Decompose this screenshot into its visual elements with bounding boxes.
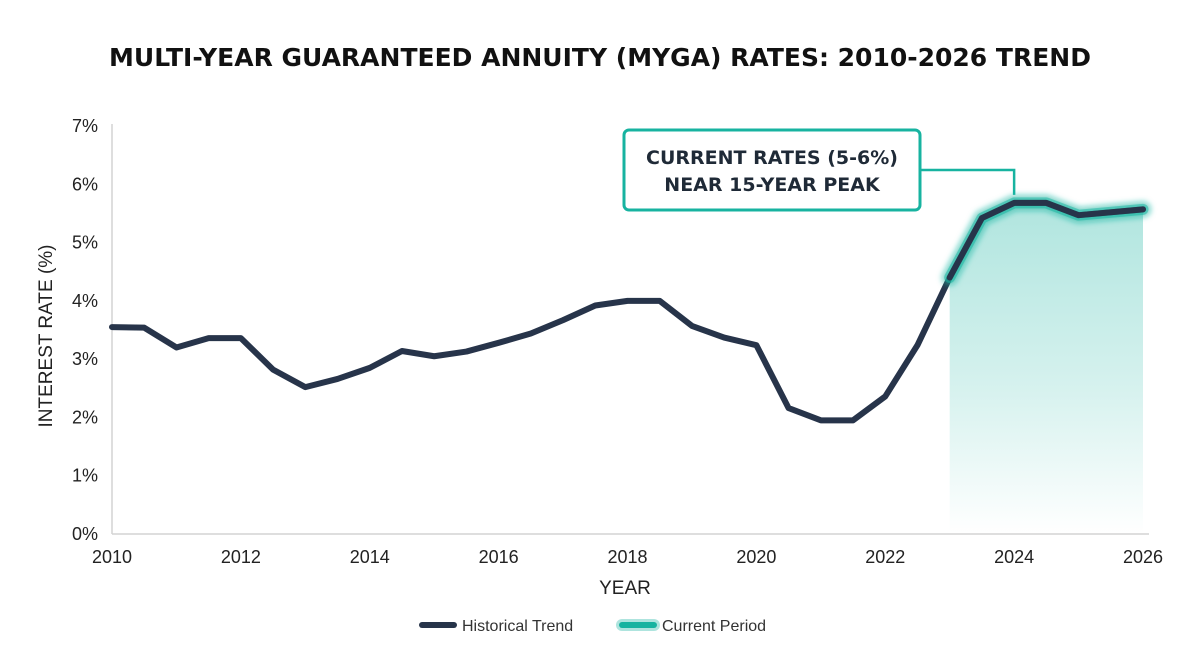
y-tick-label: 1%	[72, 466, 98, 486]
annotation-box	[622, 128, 922, 212]
y-axis-ticks: 0% 1% 2% 3% 4% 5% 6% 7%	[72, 116, 98, 544]
y-tick-label: 6%	[72, 174, 98, 194]
legend-item-current: Current Period	[616, 618, 766, 635]
legend: Historical Trend Current Period	[419, 618, 766, 635]
historical-trend-line	[109, 199, 1146, 424]
y-tick-label: 4%	[72, 291, 98, 311]
x-tick-label: 2022	[865, 547, 905, 567]
legend-label-historical: Historical Trend	[462, 618, 573, 635]
x-tick-label: 2020	[736, 547, 776, 567]
y-tick-label: 0%	[72, 524, 98, 544]
x-tick-label: 2016	[479, 547, 519, 567]
x-tick-label: 2012	[221, 547, 261, 567]
y-axis-title: INTEREST RATE (%)	[36, 245, 57, 428]
x-tick-label: 2026	[1123, 547, 1163, 567]
x-tick-label: 2024	[994, 547, 1034, 567]
y-tick-label: 3%	[72, 349, 98, 369]
current-period-line	[946, 199, 1146, 281]
current-period-area	[949, 202, 1143, 535]
y-tick-label: 2%	[72, 407, 98, 427]
annotation-text-line-1: CURRENT RATES (5-6%)	[646, 147, 898, 169]
plot-area	[109, 194, 1151, 535]
y-tick-label: 7%	[72, 116, 98, 136]
x-axis-ticks: 2010 2012 2014 2016 2018 2020 2022 2024 2026	[92, 547, 1163, 567]
x-tick-label: 2014	[350, 547, 390, 567]
annotation-callout: CURRENT RATES (5-6%) NEAR 15-YEAR PEAK	[622, 128, 1016, 212]
x-tick-label: 2010	[92, 547, 132, 567]
chart-title: MULTI-YEAR GUARANTEED ANNUITY (MYGA) RAT…	[109, 43, 1091, 72]
legend-item-historical: Historical Trend	[419, 618, 573, 635]
y-tick-label: 5%	[72, 233, 98, 253]
annotation-leader-line	[920, 168, 1016, 195]
x-tick-label: 2018	[607, 547, 647, 567]
x-axis-title: YEAR	[599, 578, 651, 599]
annotation-text-line-2: NEAR 15-YEAR PEAK	[664, 174, 881, 196]
legend-label-current: Current Period	[662, 618, 766, 635]
